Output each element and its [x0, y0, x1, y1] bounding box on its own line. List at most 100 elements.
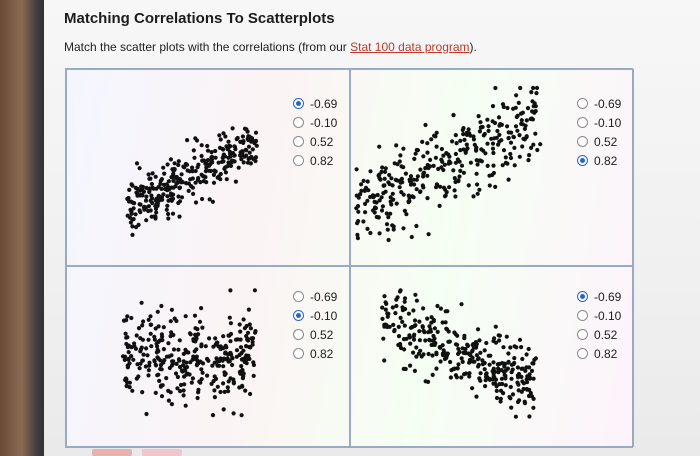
scatter-point: [493, 340, 499, 345]
correlation-option[interactable]: -0.10: [293, 113, 337, 132]
scatter-point: [212, 388, 217, 393]
radio-button[interactable]: [577, 348, 588, 359]
scatter-point: [460, 346, 465, 351]
radio-button[interactable]: [293, 117, 304, 128]
correlation-option[interactable]: 0.82: [293, 151, 337, 170]
radio-button[interactable]: [577, 155, 588, 166]
scatter-point: [179, 368, 184, 373]
scatter-point: [431, 163, 436, 168]
stat-100-link[interactable]: Stat 100 data program: [350, 40, 470, 54]
radio-button[interactable]: [293, 329, 304, 340]
radio-button[interactable]: [577, 117, 588, 128]
scatter-point: [184, 360, 189, 365]
scatter-point: [520, 122, 525, 127]
scatter-point: [122, 357, 127, 362]
radio-button[interactable]: [293, 136, 304, 147]
scatter-point: [379, 208, 385, 213]
scatter-point: [126, 343, 131, 348]
scatter-point: [476, 114, 481, 119]
radio-button[interactable]: [293, 155, 304, 166]
scatter-point: [195, 327, 200, 332]
scatter-point: [190, 165, 195, 170]
correlation-option[interactable]: 0.52: [293, 325, 337, 344]
scatter-point: [458, 148, 463, 153]
scatter-point: [431, 317, 436, 322]
scatter-point: [172, 316, 177, 321]
radio-button[interactable]: [293, 98, 304, 109]
scatter-point: [140, 337, 145, 342]
scatter-point: [444, 190, 449, 195]
scatter-point: [380, 204, 385, 209]
scatter-point: [221, 381, 226, 386]
correlation-option[interactable]: -0.10: [293, 306, 337, 325]
scatter-point: [393, 177, 398, 182]
radio-button[interactable]: [293, 291, 304, 302]
bottom-button-secondary[interactable]: [142, 449, 182, 456]
scatter-point: [475, 182, 480, 187]
scatter-point: [514, 345, 519, 350]
correlation-option[interactable]: -0.10: [577, 113, 621, 132]
scatter-point: [134, 225, 139, 230]
scatter-point: [519, 374, 524, 379]
scatter-point: [421, 306, 426, 311]
radio-button[interactable]: [577, 136, 588, 147]
scatter-point: [414, 354, 419, 359]
scatter-point: [127, 385, 132, 390]
scatter-point: [188, 177, 193, 182]
scatter-point: [497, 333, 502, 338]
scatter-point: [244, 148, 249, 153]
correlation-option[interactable]: -0.69: [577, 287, 621, 306]
correlation-option[interactable]: -0.10: [577, 306, 621, 325]
scatter-point: [253, 130, 259, 135]
scatter-point: [174, 361, 179, 366]
correlation-option[interactable]: 0.52: [577, 132, 621, 151]
correlation-option[interactable]: 0.82: [577, 344, 621, 363]
radio-button[interactable]: [577, 98, 588, 109]
scatter-point: [210, 413, 216, 418]
scatter-point: [354, 167, 359, 172]
correlation-option[interactable]: 0.52: [577, 325, 621, 344]
correlation-option[interactable]: 0.82: [577, 151, 621, 170]
correlation-option[interactable]: 0.52: [293, 132, 337, 151]
scatter-point: [164, 207, 169, 212]
scatter-point: [453, 179, 458, 185]
scatter-point: [175, 386, 180, 391]
scatter-point: [466, 127, 471, 132]
scatter-point: [371, 208, 376, 213]
radio-button[interactable]: [577, 291, 588, 302]
scatter-point: [200, 325, 205, 330]
bottom-button[interactable]: [92, 449, 132, 456]
scatter-point: [375, 192, 380, 198]
radio-button[interactable]: [577, 329, 588, 340]
scatter-point: [383, 307, 388, 312]
scatter-point: [144, 346, 149, 351]
scatter-point: [164, 354, 169, 359]
correlation-option[interactable]: 0.82: [293, 344, 337, 363]
scatter-point: [146, 208, 151, 214]
scatter-point: [394, 201, 399, 206]
correlation-option[interactable]: -0.69: [577, 94, 621, 113]
correlation-option-label: -0.69: [594, 289, 622, 304]
scatter-point: [381, 336, 386, 341]
scatter-point: [468, 160, 473, 165]
scatter-point: [498, 399, 503, 404]
scatter-point: [522, 401, 528, 406]
scatter-point: [151, 186, 156, 191]
scatter-point: [171, 178, 176, 183]
scatter-point: [524, 386, 529, 392]
scatter-point: [363, 201, 368, 206]
scatter-point: [129, 211, 134, 216]
radio-button[interactable]: [293, 348, 304, 359]
scatter-point: [248, 391, 253, 397]
scatter-point: [430, 372, 435, 377]
scatter-point: [172, 166, 177, 172]
radio-button[interactable]: [577, 310, 588, 321]
scatter-point: [382, 358, 387, 363]
radio-button[interactable]: [293, 310, 304, 321]
scatter-point: [231, 411, 236, 416]
scatter-point: [414, 223, 419, 229]
scatter-point: [171, 359, 176, 364]
correlation-option[interactable]: -0.69: [293, 94, 337, 113]
correlation-option[interactable]: -0.69: [293, 287, 337, 306]
scatter-point: [250, 339, 255, 344]
